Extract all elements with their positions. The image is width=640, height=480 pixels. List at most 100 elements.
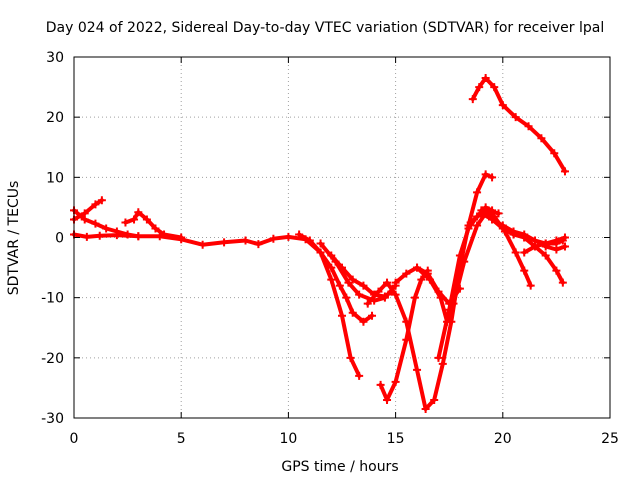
data-point: [82, 232, 91, 241]
data-point: [434, 353, 443, 362]
data-point: [498, 101, 507, 110]
data-point: [335, 281, 344, 290]
data-point: [198, 240, 207, 249]
data-point: [552, 245, 561, 254]
data-point: [359, 281, 368, 290]
data-point: [130, 215, 139, 224]
data-point: [455, 251, 464, 260]
data-point: [269, 234, 278, 243]
data-point: [151, 224, 160, 233]
data-point: [541, 239, 550, 248]
grid: [74, 57, 610, 418]
data-point: [430, 395, 439, 404]
data-point: [436, 293, 445, 302]
series-line: [490, 217, 565, 285]
data-point: [391, 278, 400, 287]
data-point: [511, 113, 520, 122]
data-point: [520, 248, 529, 257]
x-tick-label: 10: [279, 431, 297, 447]
data-point: [438, 359, 447, 368]
series-arc-4: [121, 208, 186, 242]
series-arc-18: [468, 74, 569, 176]
data-point: [560, 242, 569, 251]
data-point: [402, 317, 411, 326]
data-point: [338, 311, 346, 320]
axis-ticks: [73, 56, 611, 419]
data-point: [417, 275, 426, 284]
data-point: [391, 290, 400, 299]
data-point: [475, 83, 484, 92]
data-point: [316, 248, 325, 257]
chart-title: Day 024 of 2022, Sidereal Day-to-day VTE…: [46, 20, 604, 36]
data-point: [494, 209, 503, 218]
data-point: [241, 236, 250, 245]
x-tick-label: 5: [177, 431, 186, 447]
data-point: [558, 278, 567, 287]
data-point: [344, 278, 353, 287]
data-point: [410, 293, 419, 302]
x-tick-label: 15: [387, 431, 405, 447]
data-point: [488, 206, 497, 215]
data-point: [477, 206, 486, 215]
data-point: [355, 290, 364, 299]
y-tick-label: -30: [41, 411, 64, 427]
data-point: [91, 200, 100, 209]
series-arc-5: [295, 230, 377, 326]
data-point: [490, 83, 499, 92]
data-point: [134, 208, 143, 217]
data-point: [348, 308, 357, 317]
data-point: [402, 269, 411, 278]
data-point: [380, 292, 389, 301]
y-tick-label: 20: [46, 110, 64, 126]
series-line: [297, 232, 374, 324]
data-point: [511, 248, 520, 257]
data-point: [460, 257, 469, 266]
data-point: [112, 227, 121, 236]
data-point: [160, 230, 169, 239]
data-point: [550, 149, 559, 158]
y-axis-label: SDTVAR / TECUs: [6, 181, 22, 296]
data-point: [530, 242, 539, 251]
series-line: [470, 76, 567, 174]
tick-labels: 0 5 10 15 20 25 -30 -20 -10 0 10 20 30: [41, 50, 619, 447]
data-point: [338, 263, 346, 272]
data-point: [413, 263, 422, 272]
data-point: [391, 377, 400, 386]
x-axis-label: GPS time / hours: [281, 459, 398, 475]
data-point: [560, 233, 569, 242]
data-point: [520, 266, 529, 275]
y-tick-label: -20: [41, 351, 64, 367]
series-arc-17: [520, 233, 569, 257]
data-point: [445, 305, 454, 314]
data-point: [488, 173, 497, 182]
data-point: [473, 188, 482, 197]
data-point: [368, 311, 377, 320]
data-point: [80, 215, 89, 224]
y-tick-label: 10: [46, 170, 64, 186]
data-point: [327, 251, 336, 260]
data-point: [97, 196, 106, 205]
data-point: [91, 219, 100, 228]
data-point: [95, 231, 104, 240]
data-point: [327, 263, 336, 272]
data-point: [123, 230, 132, 239]
data-point: [305, 236, 314, 245]
y-tick-label: 0: [55, 231, 64, 247]
data-point: [348, 275, 357, 284]
series-arc-7: [327, 251, 396, 301]
series-arc-9: [363, 170, 497, 413]
y-tick-label: 30: [46, 50, 64, 66]
data-point: [509, 227, 518, 236]
data-point: [413, 365, 422, 374]
data-point: [220, 238, 229, 247]
data-point: [552, 266, 561, 275]
data-point: [541, 251, 550, 260]
data-point: [346, 353, 355, 362]
data-point: [488, 215, 497, 224]
data-point: [468, 95, 477, 104]
data-point: [295, 230, 304, 239]
y-tick-label: -10: [41, 291, 64, 307]
data-point: [481, 170, 490, 179]
data-point: [374, 287, 383, 296]
